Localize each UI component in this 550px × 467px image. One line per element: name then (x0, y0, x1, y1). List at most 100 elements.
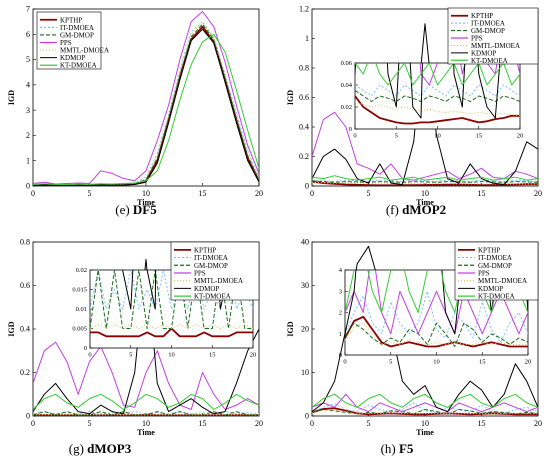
legend-label: GM-DMOP (60, 31, 94, 39)
inset-ytick-label: 0.01 (76, 306, 87, 313)
inset-xtick-label: 15 (476, 133, 483, 140)
main-series-kdmop (312, 23, 538, 185)
main-series-gm-dmop (312, 180, 538, 183)
caption-name: dMOP3 (87, 441, 132, 456)
main-ytick-label: 1 (26, 156, 30, 165)
legend-label: GM-DMOP (478, 262, 512, 270)
panel-4: 0 5 10 15 20 0 10 20 30 40 IGD Time 0 5 10 15 20 0 1 2 3 4 KPT… (286, 238, 542, 456)
main-ytick-label: 40 (301, 238, 309, 247)
main-ytick-label: 0.8 (299, 64, 309, 73)
inset-ytick-label: 0.02 (76, 267, 87, 274)
main-series-group (312, 23, 538, 186)
caption-name: dMOP2 (402, 202, 446, 217)
inset-ytick-label: 0.005 (72, 326, 87, 333)
main-series-kt-dmoea (33, 33, 259, 185)
panel-2: 0 5 10 15 20 0 0.2 0.4 0.6 0.8 1 1.2 IGD Time 0 5 10 15 20… (286, 5, 542, 217)
legend: KPTHPIT-DMOEAGM-DMOPPPSMMTL-DMOEAKDMOPKT… (170, 241, 260, 301)
inset-ytick-label: 2 (339, 310, 342, 317)
main-ytick-label: 1 (305, 34, 309, 43)
inset-xtick-label: 10 (168, 352, 175, 359)
caption-label: (e) (115, 202, 133, 217)
inset-series-mmtl-dmoea (90, 324, 253, 329)
main-series-pps (312, 111, 538, 181)
inset-ytick-label: 0.015 (72, 287, 87, 294)
x-axis-title: Time (137, 198, 155, 207)
main-xtick-label: 15 (478, 419, 486, 428)
legend-label: MMTL-DMOEA (194, 277, 243, 285)
caption-label: (h) (381, 441, 399, 456)
inset-xtick-label: 20 (517, 133, 524, 140)
main-series-pps (33, 11, 259, 185)
legend: KPTHPIT-DMOEAGM-DMOPPPSMMTL-DMOEAKDMOPKT… (454, 241, 539, 301)
main-xtick-label: 20 (534, 189, 542, 198)
main-series-pps (33, 341, 259, 410)
main-ytick-label: 1.2 (299, 5, 309, 14)
main-series-mmtl-dmoea (312, 409, 538, 415)
main-series-kpthp (312, 180, 538, 186)
legend-label: IT-DMOEA (194, 254, 228, 262)
caption-label: (g) (69, 441, 87, 456)
inset-series-kdmop (355, 63, 501, 119)
inset-series-kpthp (345, 315, 528, 348)
main-ytick-label: 0.8 (20, 238, 30, 247)
main-ytick-label: 0 (305, 182, 309, 191)
legend-label: PPS (60, 39, 72, 47)
main-series-kt-dmoea (312, 175, 538, 181)
main-series-kdmop (33, 258, 259, 415)
x-axis-title: Time (416, 198, 434, 207)
main-ytick-label: 4 (26, 81, 30, 90)
legend-label: KT-DMOEA (478, 293, 515, 301)
main-xtick-label: 10 (421, 189, 429, 198)
main-xtick-label: 10 (421, 419, 429, 428)
inset-series-kt-dmoea (355, 63, 520, 86)
inset-ytick-label: 0 (339, 352, 342, 359)
inset-xtick-label: 5 (389, 359, 392, 366)
x-axis-title: Time (416, 428, 434, 437)
inset-xtick-label: 0 (343, 359, 346, 366)
inset-xtick-label: 15 (479, 359, 486, 366)
panel-3: 0 5 10 15 20 0 0.2 0.4 0.6 0.8 IGD Time 0 5 10 15 20 0 0.0… (7, 238, 263, 456)
legend-label: PPS (471, 35, 483, 43)
main-xtick-label: 5 (88, 419, 92, 428)
caption: (h) F5 (381, 441, 414, 456)
inset-series-it-dmoea (345, 290, 528, 343)
inset-xtick-label: 20 (525, 359, 532, 366)
main-ytick-label: 0 (305, 412, 309, 421)
legend: KPTHPIT-DMOEAGM-DMOPPPSMMTL-DMOEAKDMOPKT… (447, 7, 539, 65)
inset-ytick-label: 0.04 (341, 82, 353, 89)
legend-label: IT-DMOEA (478, 254, 512, 262)
main-xtick-label: 5 (88, 189, 92, 198)
legend-box (454, 241, 539, 301)
legend-label: IT-DMOEA (60, 24, 94, 32)
inset-ytick-label: 0.02 (341, 104, 352, 111)
main-xtick-label: 5 (367, 189, 371, 198)
y-axis-title: IGD (7, 90, 16, 105)
main-series-kt-dmoea (312, 393, 538, 408)
legend-label: MMTL-DMOEA (478, 277, 527, 285)
legend-label: KPTHP (478, 246, 500, 254)
legend-label: KDMOP (194, 285, 219, 293)
main-xtick-label: 20 (255, 189, 263, 198)
caption: (e) DF5 (115, 202, 157, 217)
inset-xtick-label: 5 (129, 352, 132, 359)
inset-series-gm-dmop (355, 90, 520, 102)
main-xtick-label: 15 (199, 189, 207, 198)
caption: (g) dMOP3 (69, 441, 132, 456)
main-ytick-label: 0.4 (20, 325, 30, 334)
inset-ytick-label: 1 (339, 331, 342, 338)
legend-label: GM-DMOP (194, 262, 228, 270)
main-xtick-label: 15 (478, 189, 486, 198)
caption: (f) dMOP2 (386, 202, 446, 217)
main-ytick-label: 20 (301, 325, 309, 334)
inset-xtick-label: 15 (209, 352, 216, 359)
panel-1: 0 5 10 15 20 0 1 2 3 4 5 6 7 IGD Time KPTHPIT-DMOEAGM-D… (7, 5, 263, 217)
inset-xtick-label: 10 (434, 133, 441, 140)
inset-ytick-label: 3 (339, 288, 342, 295)
inset-xtick-label: 10 (433, 359, 440, 366)
main-series-gm-dmop (312, 409, 538, 415)
y-axis-title: IGD (286, 90, 295, 105)
main-ytick-label: 10 (301, 368, 309, 377)
legend-label: KT-DMOEA (194, 293, 231, 301)
main-xtick-label: 20 (534, 419, 542, 428)
legend-label: KDMOP (471, 49, 496, 57)
